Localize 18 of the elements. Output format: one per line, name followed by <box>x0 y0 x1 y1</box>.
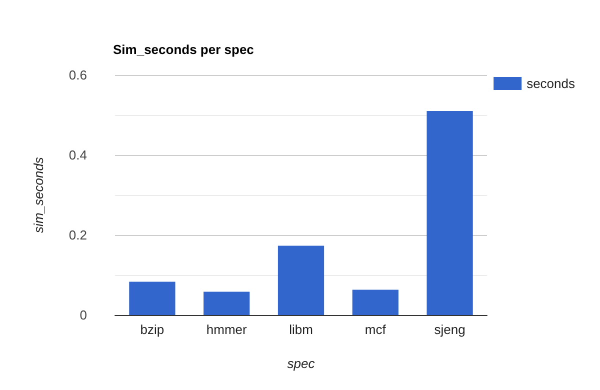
legend-label: seconds <box>526 76 576 91</box>
bar <box>129 282 176 315</box>
bar <box>352 290 398 315</box>
x-tick-label: libm <box>289 322 313 337</box>
y-tick-label: 0.2 <box>68 228 87 242</box>
y-tick-label: 0 <box>80 308 87 322</box>
x-tick-label: mcf <box>364 322 386 337</box>
y-tick-label: 0.6 <box>68 68 87 82</box>
x-tick-label: sjeng <box>434 322 466 337</box>
bar <box>278 246 324 315</box>
bar <box>204 292 250 315</box>
chart-title: Sim_seconds per spec <box>113 42 254 57</box>
y-tick-label: 0.4 <box>68 148 87 162</box>
x-tick-label: hmmer <box>206 322 248 337</box>
x-axis-title: spec <box>287 356 316 371</box>
bar <box>426 111 473 315</box>
y-axis-title: sim_seconds <box>31 156 46 233</box>
x-tick-label: bzip <box>140 322 164 337</box>
